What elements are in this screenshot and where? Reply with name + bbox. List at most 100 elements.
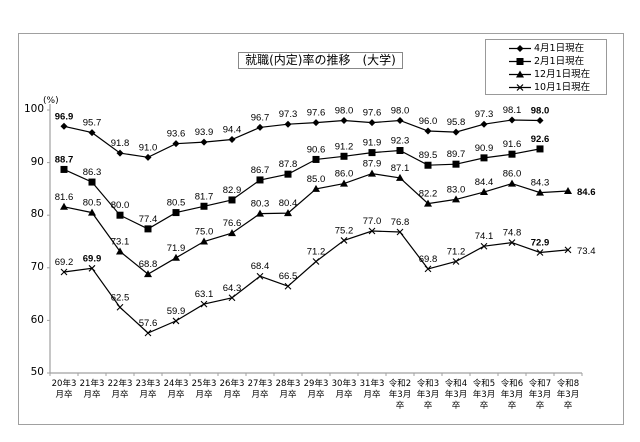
data-label: 89.7 bbox=[447, 149, 466, 160]
data-label: 91.9 bbox=[363, 138, 382, 149]
triangle-marker-icon bbox=[256, 209, 264, 217]
data-label: 66.5 bbox=[279, 271, 298, 282]
x-marker-icon bbox=[508, 239, 516, 246]
data-label: 89.5 bbox=[419, 150, 438, 161]
data-label: 76.6 bbox=[223, 218, 242, 229]
square-marker-icon bbox=[340, 152, 348, 160]
square-marker-icon bbox=[116, 211, 124, 219]
data-label: 75.0 bbox=[195, 227, 214, 238]
x-marker-icon bbox=[452, 258, 460, 265]
triangle-marker-icon bbox=[368, 169, 376, 177]
data-label: 93.6 bbox=[167, 129, 186, 140]
data-label: 82.2 bbox=[419, 189, 438, 200]
diamond-marker-icon bbox=[340, 117, 348, 125]
x-tick-label: 22年3 月卒 bbox=[107, 379, 133, 400]
data-label: 62.5 bbox=[111, 292, 130, 303]
square-marker-icon bbox=[88, 178, 96, 186]
data-label: 77.4 bbox=[139, 214, 158, 225]
data-label: 57.6 bbox=[139, 318, 158, 329]
square-marker-icon bbox=[172, 209, 180, 217]
data-label: 86.7 bbox=[251, 165, 270, 176]
x-marker-icon bbox=[172, 317, 180, 325]
x-marker-icon bbox=[564, 246, 572, 254]
triangle-marker-icon bbox=[509, 70, 531, 78]
data-label: 59.9 bbox=[167, 306, 186, 317]
data-label: 83.0 bbox=[447, 184, 466, 195]
triangle-marker-icon bbox=[116, 247, 124, 255]
legend-label: 2月1日現在 bbox=[534, 56, 585, 67]
x-tick-label: 30年3 月卒 bbox=[331, 379, 357, 400]
y-axis-unit-label: (%) bbox=[43, 96, 59, 106]
data-label: 77.0 bbox=[363, 216, 382, 227]
square-marker-icon bbox=[509, 58, 531, 65]
x-tick-label: 令和6 年3月 卒 bbox=[500, 379, 524, 411]
data-label: 94.4 bbox=[223, 124, 242, 135]
x-marker-icon bbox=[284, 282, 292, 290]
data-label: 91.0 bbox=[139, 142, 158, 153]
x-tick-label: 令和8 年3月 卒 bbox=[556, 379, 580, 411]
diamond-marker-icon bbox=[200, 138, 208, 146]
diamond-marker-icon bbox=[368, 119, 376, 127]
data-label: 87.9 bbox=[363, 159, 382, 170]
triangle-marker-icon bbox=[88, 208, 96, 216]
diamond-marker-icon bbox=[256, 123, 264, 131]
triangle-marker-icon bbox=[312, 184, 320, 192]
series-square: 88.7 86.3 80.0 77.4 80.5 81.7 82.9 86.7 87.8 90.6… bbox=[55, 134, 550, 233]
data-label: 96.0 bbox=[419, 116, 438, 127]
square-marker-icon bbox=[480, 154, 488, 162]
x-tick-label: 20年3 月卒 bbox=[51, 379, 77, 400]
x-tick-label: 21年3 月卒 bbox=[79, 379, 105, 400]
data-label: 93.9 bbox=[195, 127, 214, 138]
series-x: 69.2 69.9 62.5 57.6 59.9 63.1 64.3 68.4 66.5 71.2… bbox=[55, 216, 596, 337]
triangle-marker-icon bbox=[60, 202, 68, 210]
data-label: 84.6 bbox=[577, 187, 596, 198]
diamond-marker-icon bbox=[396, 117, 404, 125]
x-marker-icon bbox=[256, 272, 264, 280]
y-tick-label: 50 bbox=[30, 366, 44, 378]
triangle-marker-icon bbox=[284, 209, 292, 217]
data-label: 80.5 bbox=[83, 198, 102, 209]
data-label: 87.8 bbox=[279, 159, 298, 170]
data-label: 84.3 bbox=[531, 178, 550, 189]
data-label: 76.8 bbox=[391, 217, 410, 228]
square-marker-icon bbox=[508, 150, 516, 158]
x-tick-label: 23年3 月卒 bbox=[135, 379, 161, 400]
diamond-marker-icon bbox=[116, 149, 124, 157]
data-label: 72.9 bbox=[531, 238, 550, 249]
data-label: 86.0 bbox=[335, 169, 354, 180]
data-label: 74.1 bbox=[475, 231, 494, 242]
triangle-marker-icon bbox=[144, 270, 152, 278]
x-marker-icon bbox=[509, 84, 531, 91]
x-marker-icon bbox=[228, 294, 236, 302]
square-marker-icon bbox=[228, 196, 236, 204]
data-label: 92.3 bbox=[391, 136, 410, 147]
diamond-marker-icon bbox=[172, 140, 180, 148]
diamond-marker-icon bbox=[424, 127, 432, 135]
data-label: 74.8 bbox=[503, 228, 522, 239]
diamond-marker-icon bbox=[88, 129, 96, 137]
data-label: 81.6 bbox=[55, 192, 74, 203]
square-marker-icon bbox=[284, 170, 292, 178]
diamond-marker-icon bbox=[480, 120, 488, 128]
square-marker-icon bbox=[424, 161, 432, 169]
legend-label: 12月1日現在 bbox=[534, 69, 591, 80]
x-marker-icon bbox=[60, 268, 68, 276]
x-tick-label: 令和3 年3月 卒 bbox=[416, 379, 440, 411]
data-label: 75.2 bbox=[335, 225, 354, 236]
data-label: 81.7 bbox=[195, 191, 214, 202]
data-label: 82.9 bbox=[223, 185, 242, 196]
diamond-marker-icon bbox=[284, 120, 292, 128]
data-label: 80.0 bbox=[111, 200, 130, 211]
diamond-marker-icon bbox=[312, 119, 320, 127]
data-label: 92.6 bbox=[531, 134, 550, 145]
triangle-marker-icon bbox=[228, 229, 236, 237]
diamond-marker-icon bbox=[228, 135, 236, 143]
data-label: 84.4 bbox=[475, 177, 494, 188]
square-marker-icon bbox=[536, 145, 544, 153]
data-label: 95.7 bbox=[83, 118, 102, 129]
x-marker-icon bbox=[480, 242, 488, 250]
triangle-marker-icon bbox=[200, 237, 208, 245]
data-label: 73.4 bbox=[577, 246, 596, 257]
data-label: 91.2 bbox=[335, 141, 354, 152]
